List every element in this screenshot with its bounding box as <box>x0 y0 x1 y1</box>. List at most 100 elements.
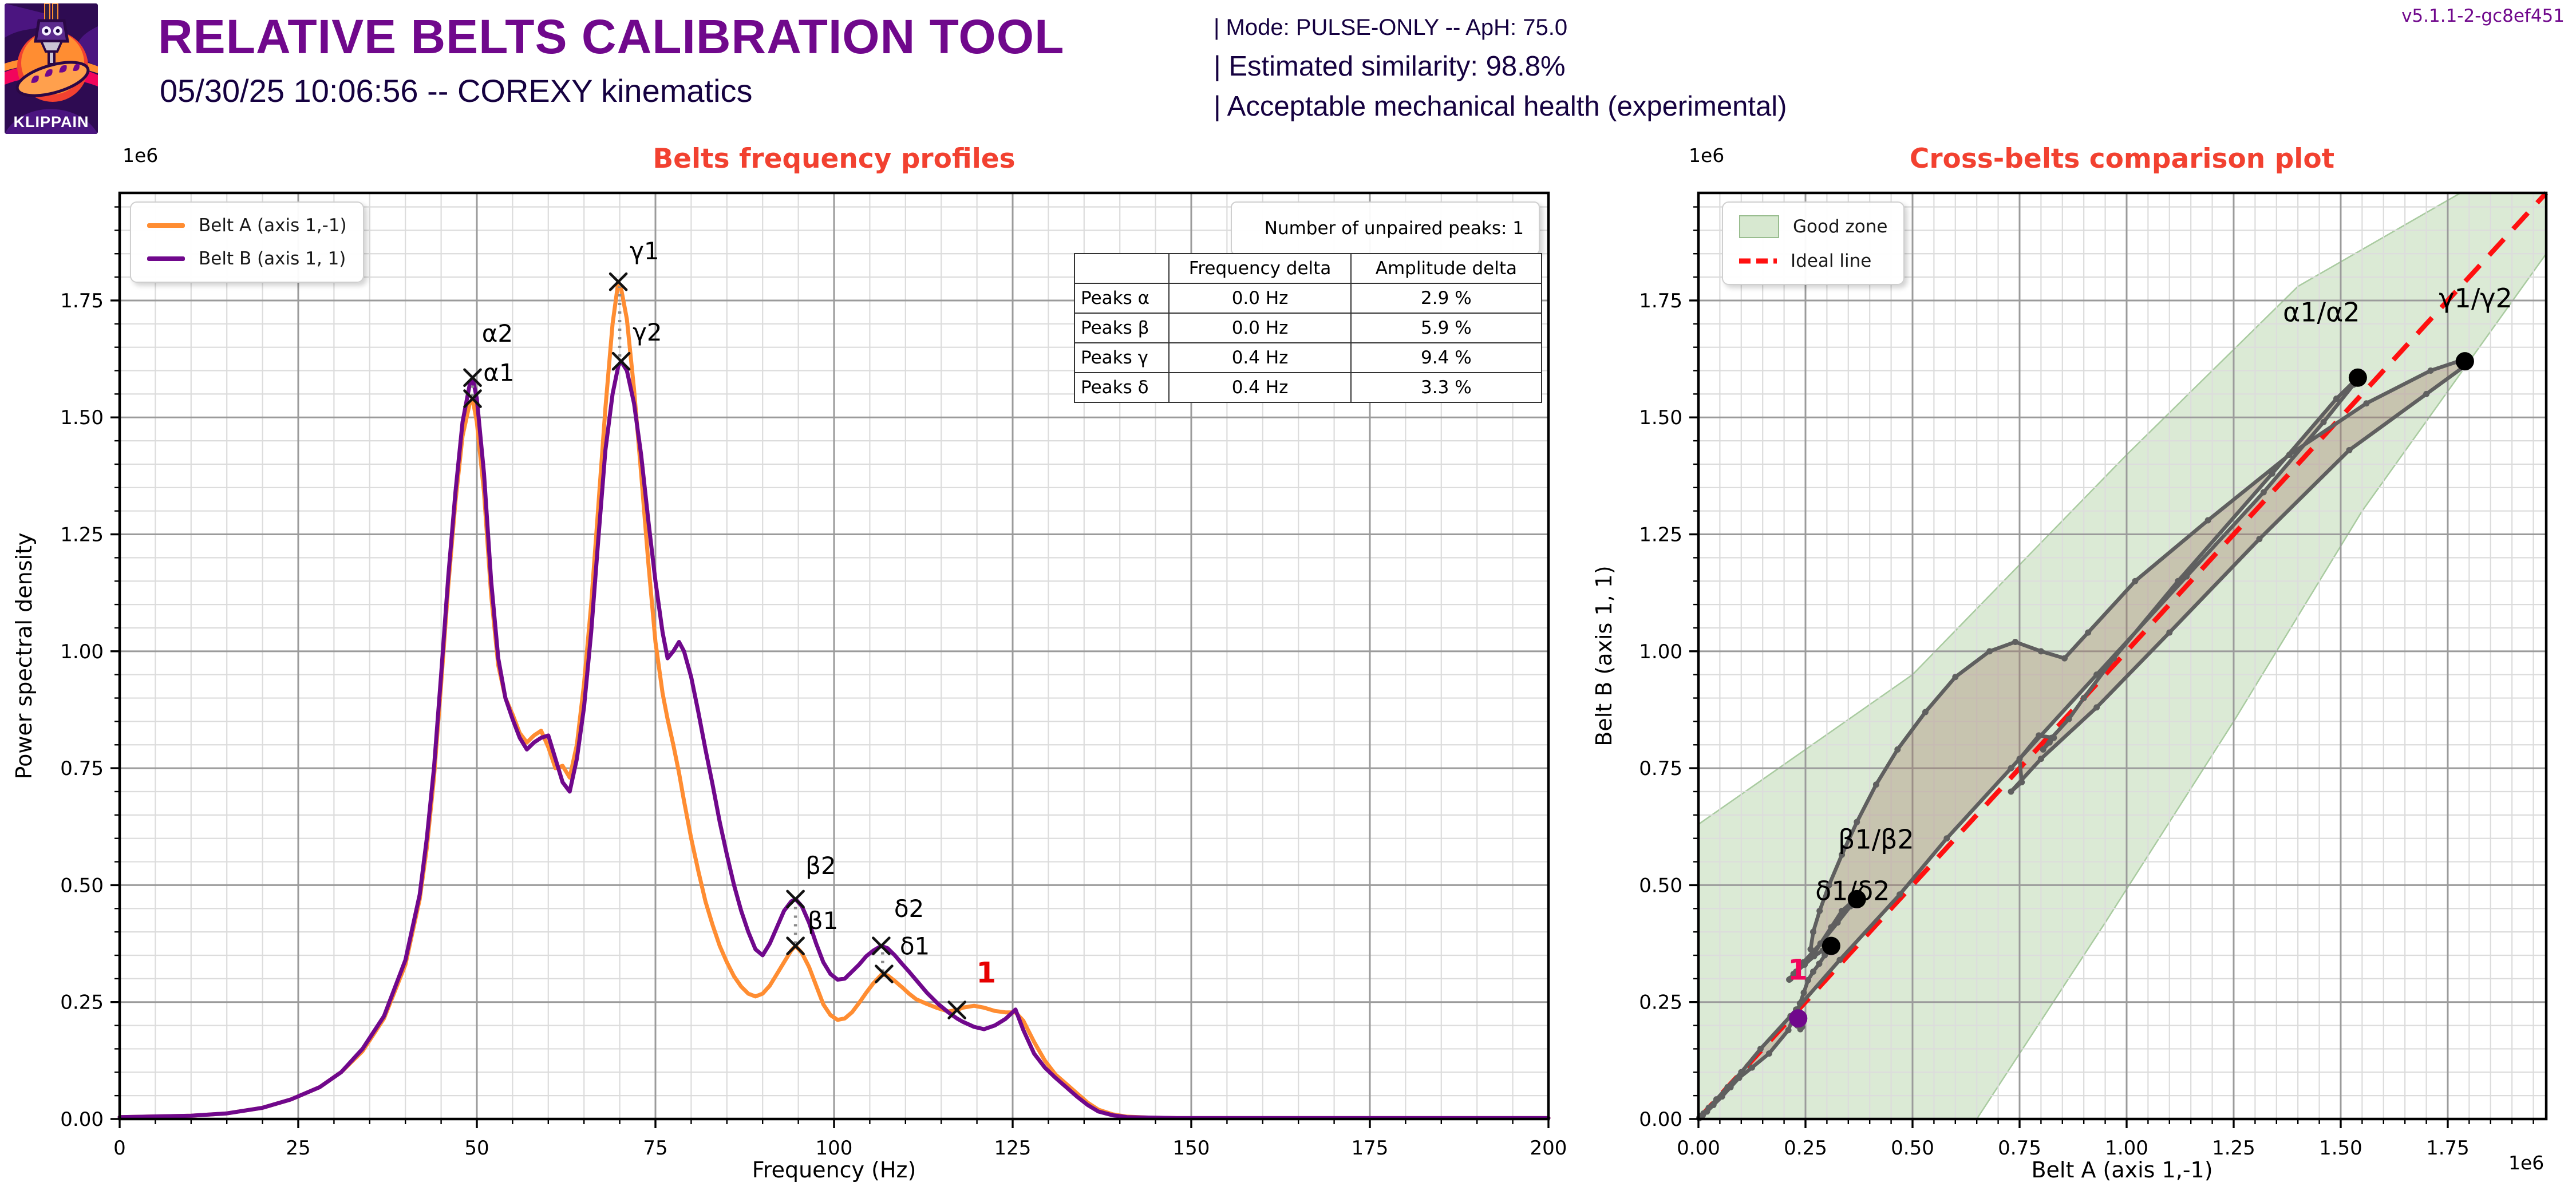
svg-text:0.00: 0.00 <box>60 1108 104 1131</box>
svg-text:α1/α2: α1/α2 <box>2283 297 2360 328</box>
svg-text:1.25: 1.25 <box>1639 524 1682 547</box>
page-subtitle: 05/30/25 10:06:56 -- COREXY kinematics <box>160 73 753 109</box>
svg-text:β1/β2: β1/β2 <box>1838 824 1914 855</box>
svg-text:α1: α1 <box>483 359 514 387</box>
delta-amp-delta: 3.3 % <box>1350 372 1543 403</box>
svg-text:0.75: 0.75 <box>60 757 104 780</box>
svg-text:25: 25 <box>286 1137 310 1160</box>
beta-amp-delta: 5.9 % <box>1350 313 1543 343</box>
belt-a-legend-label: Belt A (axis 1,-1) <box>199 215 347 236</box>
svg-text:0.50: 0.50 <box>60 874 104 897</box>
svg-text:1.75: 1.75 <box>1639 290 1682 313</box>
alpha-freq-delta: 0.0 Hz <box>1168 283 1352 314</box>
row-label-beta: Peaks β <box>1073 313 1170 343</box>
row-label-gamma: Peaks γ <box>1073 342 1170 373</box>
belt-b-legend-label: Belt B (axis 1, 1) <box>199 248 346 269</box>
belt-a-line-swatch <box>147 223 185 228</box>
cross-chart-title: Cross-belts comparison plot <box>1909 143 2335 175</box>
svg-text:1.25: 1.25 <box>2212 1137 2255 1160</box>
svg-text:0.25: 0.25 <box>1639 991 1682 1014</box>
cross-xaxis-label: Belt A (axis 1,-1) <box>2031 1157 2213 1183</box>
svg-text:1.75: 1.75 <box>2426 1137 2470 1160</box>
table-row-delta: Peaks δ 0.4 Hz 3.3 % <box>1073 372 1543 403</box>
svg-text:β2: β2 <box>805 852 836 880</box>
good-zone-swatch <box>1739 215 1779 238</box>
psd-legend: Belt A (axis 1,-1) Belt B (axis 1, 1) <box>130 201 364 283</box>
belt-b-line-swatch <box>147 256 185 261</box>
psd-scale-offset: 1e6 <box>123 144 159 167</box>
table-row-gamma: Peaks γ 0.4 Hz 9.4 % <box>1073 342 1543 373</box>
belts-frequency-chart: α1 α2 γ1 γ2 β1 β2 δ1 δ2 1 0 25 50 75 100 125 150 175 200 0… <box>60 191 1567 1160</box>
svg-text:175: 175 <box>1352 1137 1389 1160</box>
svg-text:0.50: 0.50 <box>1639 874 1682 897</box>
svg-text:50: 50 <box>464 1137 489 1160</box>
gamma-freq-delta: 0.4 Hz <box>1168 342 1352 373</box>
good-zone-legend-label: Good zone <box>1793 216 1888 237</box>
svg-text:α2: α2 <box>482 319 513 347</box>
svg-text:δ1: δ1 <box>900 932 930 960</box>
cross-yaxis-label: Belt B (axis 1, 1) <box>1591 566 1617 746</box>
mode-info: | Mode: PULSE-ONLY -- ApH: 75.0 <box>1214 15 1568 40</box>
svg-text:0.25: 0.25 <box>60 991 104 1014</box>
legend-entry-good-zone: Good zone <box>1739 215 1887 238</box>
svg-text:0.00: 0.00 <box>1639 1108 1682 1131</box>
page-title: RELATIVE BELTS CALIBRATION TOOL <box>158 10 1065 64</box>
table-row-beta: Peaks β 0.0 Hz 5.9 % <box>1073 313 1543 343</box>
row-label-delta: Peaks δ <box>1073 372 1170 403</box>
svg-text:0.75: 0.75 <box>1639 757 1682 780</box>
peaks-delta-table: Frequency delta Amplitude delta Peaks α … <box>1073 253 1543 403</box>
cross-belts-chart: α1/α2 γ1/γ2 β1/β2 δ1/δ2 1 0.00 0.25 0.50 0.75 1.0… <box>1639 191 2549 1160</box>
psd-chart-title: Belts frequency profiles <box>653 143 1016 175</box>
svg-text:150: 150 <box>1173 1137 1210 1160</box>
gamma-amp-delta: 9.4 % <box>1350 342 1543 373</box>
unpaired-peaks-box: Number of unpaired peaks: 1 <box>1231 201 1540 255</box>
svg-text:γ1/γ2: γ1/γ2 <box>2439 283 2512 314</box>
svg-text:0.25: 0.25 <box>1784 1137 1827 1160</box>
svg-text:1.25: 1.25 <box>60 524 104 547</box>
svg-text:0.00: 0.00 <box>1677 1137 1720 1160</box>
svg-text:1.00: 1.00 <box>60 640 104 663</box>
svg-text:1.50: 1.50 <box>2319 1137 2362 1160</box>
table-row-alpha: Peaks α 0.0 Hz 2.9 % <box>1073 283 1543 314</box>
svg-text:200: 200 <box>1530 1137 1567 1160</box>
svg-text:γ1: γ1 <box>630 237 659 265</box>
svg-text:δ2: δ2 <box>894 895 924 923</box>
legend-entry-belt-a: Belt A (axis 1,-1) <box>147 215 347 236</box>
cross-xscale-offset: 1e6 <box>2508 1152 2545 1174</box>
svg-text:1.00: 1.00 <box>1639 640 1682 663</box>
svg-text:1.00: 1.00 <box>2105 1137 2148 1160</box>
alpha-amp-delta: 2.9 % <box>1350 283 1543 314</box>
legend-entry-ideal-line: Ideal line <box>1739 251 1887 271</box>
klippain-logo-art <box>5 3 98 134</box>
version-tag: v5.1.1-2-gc8ef451 <box>2401 6 2565 26</box>
delta-freq-delta: 0.4 Hz <box>1168 372 1352 403</box>
svg-text:0.50: 0.50 <box>1891 1137 1934 1160</box>
svg-text:1: 1 <box>976 956 996 989</box>
health-info: | Acceptable mechanical health (experime… <box>1214 91 1787 122</box>
svg-text:100: 100 <box>816 1137 853 1160</box>
psd-xaxis-label: Frequency (Hz) <box>752 1157 916 1183</box>
svg-text:1.50: 1.50 <box>1639 406 1682 429</box>
ideal-line-legend-label: Ideal line <box>1791 251 1872 271</box>
unpaired-peaks-label: Number of unpaired peaks: 1 <box>1264 218 1524 239</box>
svg-text:1.50: 1.50 <box>60 406 104 429</box>
klippain-logo: KLIPPAIN <box>5 3 98 134</box>
table-header-row: Frequency delta Amplitude delta <box>1073 253 1543 284</box>
psd-yaxis-label: Power spectral density <box>11 532 37 780</box>
svg-text:75: 75 <box>643 1137 667 1160</box>
svg-text:γ2: γ2 <box>633 318 662 346</box>
freq-delta-header: Frequency delta <box>1168 253 1352 284</box>
svg-text:125: 125 <box>994 1137 1032 1160</box>
table-corner-cell <box>1073 253 1170 284</box>
amp-delta-header: Amplitude delta <box>1350 253 1543 284</box>
svg-text:δ1/δ2: δ1/δ2 <box>1815 876 1890 907</box>
cross-yscale-offset: 1e6 <box>1689 144 1725 167</box>
legend-entry-belt-b: Belt B (axis 1, 1) <box>147 248 347 269</box>
similarity-info: | Estimated similarity: 98.8% <box>1214 51 1566 82</box>
logo-wordmark: KLIPPAIN <box>13 113 89 131</box>
svg-text:β1: β1 <box>808 907 839 935</box>
svg-text:1.75: 1.75 <box>60 290 104 313</box>
ideal-line-swatch <box>1739 258 1777 264</box>
svg-text:1: 1 <box>1788 953 1808 986</box>
